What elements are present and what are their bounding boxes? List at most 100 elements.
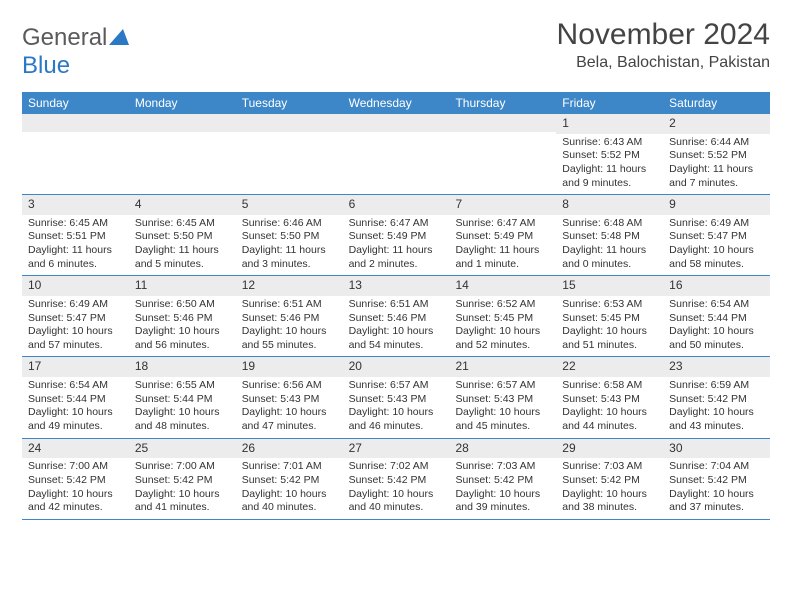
day-cell: 30Sunrise: 7:04 AMSunset: 5:42 PMDayligh… bbox=[663, 439, 770, 519]
day-cell: 22Sunrise: 6:58 AMSunset: 5:43 PMDayligh… bbox=[556, 357, 663, 437]
day-cell: 10Sunrise: 6:49 AMSunset: 5:47 PMDayligh… bbox=[22, 276, 129, 356]
day-info: Sunrise: 7:03 AMSunset: 5:42 PMDaylight:… bbox=[556, 458, 663, 519]
day-info: Sunrise: 6:46 AMSunset: 5:50 PMDaylight:… bbox=[236, 215, 343, 276]
day-cell: 29Sunrise: 7:03 AMSunset: 5:42 PMDayligh… bbox=[556, 439, 663, 519]
sunrise-text: Sunrise: 7:04 AM bbox=[669, 460, 764, 474]
day-number: 28 bbox=[449, 439, 556, 459]
sunrise-text: Sunrise: 7:03 AM bbox=[455, 460, 550, 474]
sunrise-text: Sunrise: 6:46 AM bbox=[242, 217, 337, 231]
day-cell: 7Sunrise: 6:47 AMSunset: 5:49 PMDaylight… bbox=[449, 195, 556, 275]
sunrise-text: Sunrise: 6:47 AM bbox=[349, 217, 444, 231]
sunset-text: Sunset: 5:46 PM bbox=[349, 312, 444, 326]
daylight-text: Daylight: 11 hours and 0 minutes. bbox=[562, 244, 657, 271]
day-info: Sunrise: 7:00 AMSunset: 5:42 PMDaylight:… bbox=[129, 458, 236, 519]
daylight-text: Daylight: 10 hours and 43 minutes. bbox=[669, 406, 764, 433]
sunrise-text: Sunrise: 6:48 AM bbox=[562, 217, 657, 231]
day-cell: 14Sunrise: 6:52 AMSunset: 5:45 PMDayligh… bbox=[449, 276, 556, 356]
day-number: 6 bbox=[343, 195, 450, 215]
day-number: 14 bbox=[449, 276, 556, 296]
day-number: 22 bbox=[556, 357, 663, 377]
day-cell: 9Sunrise: 6:49 AMSunset: 5:47 PMDaylight… bbox=[663, 195, 770, 275]
day-number: 23 bbox=[663, 357, 770, 377]
weekday-header-row: SundayMondayTuesdayWednesdayThursdayFrid… bbox=[22, 92, 770, 114]
day-number: 3 bbox=[22, 195, 129, 215]
brand-part1: General bbox=[22, 24, 107, 52]
day-number: 26 bbox=[236, 439, 343, 459]
daylight-text: Daylight: 11 hours and 3 minutes. bbox=[242, 244, 337, 271]
sunset-text: Sunset: 5:52 PM bbox=[562, 149, 657, 163]
day-cell: 4Sunrise: 6:45 AMSunset: 5:50 PMDaylight… bbox=[129, 195, 236, 275]
sunrise-text: Sunrise: 6:54 AM bbox=[669, 298, 764, 312]
weekday-header: Wednesday bbox=[343, 92, 450, 114]
sunrise-text: Sunrise: 6:57 AM bbox=[455, 379, 550, 393]
weekday-header: Friday bbox=[556, 92, 663, 114]
day-cell: 23Sunrise: 6:59 AMSunset: 5:42 PMDayligh… bbox=[663, 357, 770, 437]
day-number bbox=[449, 114, 556, 132]
sunrise-text: Sunrise: 6:49 AM bbox=[28, 298, 123, 312]
week-row: 10Sunrise: 6:49 AMSunset: 5:47 PMDayligh… bbox=[22, 276, 770, 357]
day-info: Sunrise: 6:53 AMSunset: 5:45 PMDaylight:… bbox=[556, 296, 663, 357]
sunrise-text: Sunrise: 7:01 AM bbox=[242, 460, 337, 474]
calendar: SundayMondayTuesdayWednesdayThursdayFrid… bbox=[22, 92, 770, 520]
sunrise-text: Sunrise: 7:00 AM bbox=[135, 460, 230, 474]
sunset-text: Sunset: 5:42 PM bbox=[28, 474, 123, 488]
day-number: 20 bbox=[343, 357, 450, 377]
day-info: Sunrise: 6:56 AMSunset: 5:43 PMDaylight:… bbox=[236, 377, 343, 438]
weekday-header: Sunday bbox=[22, 92, 129, 114]
sunset-text: Sunset: 5:47 PM bbox=[28, 312, 123, 326]
day-cell: 12Sunrise: 6:51 AMSunset: 5:46 PMDayligh… bbox=[236, 276, 343, 356]
day-cell: 27Sunrise: 7:02 AMSunset: 5:42 PMDayligh… bbox=[343, 439, 450, 519]
day-info: Sunrise: 6:54 AMSunset: 5:44 PMDaylight:… bbox=[663, 296, 770, 357]
daylight-text: Daylight: 10 hours and 38 minutes. bbox=[562, 488, 657, 515]
day-info: Sunrise: 6:45 AMSunset: 5:51 PMDaylight:… bbox=[22, 215, 129, 276]
daylight-text: Daylight: 11 hours and 7 minutes. bbox=[669, 163, 764, 190]
day-cell: 18Sunrise: 6:55 AMSunset: 5:44 PMDayligh… bbox=[129, 357, 236, 437]
sunset-text: Sunset: 5:43 PM bbox=[349, 393, 444, 407]
day-cell: 8Sunrise: 6:48 AMSunset: 5:48 PMDaylight… bbox=[556, 195, 663, 275]
week-row: 17Sunrise: 6:54 AMSunset: 5:44 PMDayligh… bbox=[22, 357, 770, 438]
day-cell: 16Sunrise: 6:54 AMSunset: 5:44 PMDayligh… bbox=[663, 276, 770, 356]
daylight-text: Daylight: 11 hours and 2 minutes. bbox=[349, 244, 444, 271]
day-info: Sunrise: 6:47 AMSunset: 5:49 PMDaylight:… bbox=[343, 215, 450, 276]
day-cell: 26Sunrise: 7:01 AMSunset: 5:42 PMDayligh… bbox=[236, 439, 343, 519]
sunrise-text: Sunrise: 6:57 AM bbox=[349, 379, 444, 393]
day-info: Sunrise: 6:58 AMSunset: 5:43 PMDaylight:… bbox=[556, 377, 663, 438]
day-number bbox=[22, 114, 129, 132]
sunset-text: Sunset: 5:43 PM bbox=[562, 393, 657, 407]
weekday-header: Saturday bbox=[663, 92, 770, 114]
day-cell bbox=[22, 114, 129, 194]
day-cell: 21Sunrise: 6:57 AMSunset: 5:43 PMDayligh… bbox=[449, 357, 556, 437]
sunset-text: Sunset: 5:48 PM bbox=[562, 230, 657, 244]
day-cell bbox=[343, 114, 450, 194]
sunrise-text: Sunrise: 6:59 AM bbox=[669, 379, 764, 393]
sunset-text: Sunset: 5:42 PM bbox=[349, 474, 444, 488]
day-cell: 11Sunrise: 6:50 AMSunset: 5:46 PMDayligh… bbox=[129, 276, 236, 356]
sunset-text: Sunset: 5:50 PM bbox=[135, 230, 230, 244]
brand-logo: General bbox=[22, 24, 129, 52]
daylight-text: Daylight: 10 hours and 50 minutes. bbox=[669, 325, 764, 352]
sunset-text: Sunset: 5:42 PM bbox=[242, 474, 337, 488]
daylight-text: Daylight: 11 hours and 5 minutes. bbox=[135, 244, 230, 271]
daylight-text: Daylight: 10 hours and 55 minutes. bbox=[242, 325, 337, 352]
day-cell: 3Sunrise: 6:45 AMSunset: 5:51 PMDaylight… bbox=[22, 195, 129, 275]
day-number: 30 bbox=[663, 439, 770, 459]
day-number: 21 bbox=[449, 357, 556, 377]
week-row: 24Sunrise: 7:00 AMSunset: 5:42 PMDayligh… bbox=[22, 439, 770, 520]
day-number: 2 bbox=[663, 114, 770, 134]
day-info: Sunrise: 6:54 AMSunset: 5:44 PMDaylight:… bbox=[22, 377, 129, 438]
sunrise-text: Sunrise: 6:51 AM bbox=[242, 298, 337, 312]
sunset-text: Sunset: 5:49 PM bbox=[349, 230, 444, 244]
day-number: 12 bbox=[236, 276, 343, 296]
sunrise-text: Sunrise: 6:56 AM bbox=[242, 379, 337, 393]
sunrise-text: Sunrise: 6:58 AM bbox=[562, 379, 657, 393]
day-number: 4 bbox=[129, 195, 236, 215]
day-info: Sunrise: 6:55 AMSunset: 5:44 PMDaylight:… bbox=[129, 377, 236, 438]
day-cell bbox=[449, 114, 556, 194]
daylight-text: Daylight: 10 hours and 37 minutes. bbox=[669, 488, 764, 515]
sunrise-text: Sunrise: 6:51 AM bbox=[349, 298, 444, 312]
sunset-text: Sunset: 5:47 PM bbox=[669, 230, 764, 244]
day-number: 29 bbox=[556, 439, 663, 459]
day-info: Sunrise: 6:43 AMSunset: 5:52 PMDaylight:… bbox=[556, 134, 663, 195]
daylight-text: Daylight: 10 hours and 42 minutes. bbox=[28, 488, 123, 515]
weekday-header: Monday bbox=[129, 92, 236, 114]
